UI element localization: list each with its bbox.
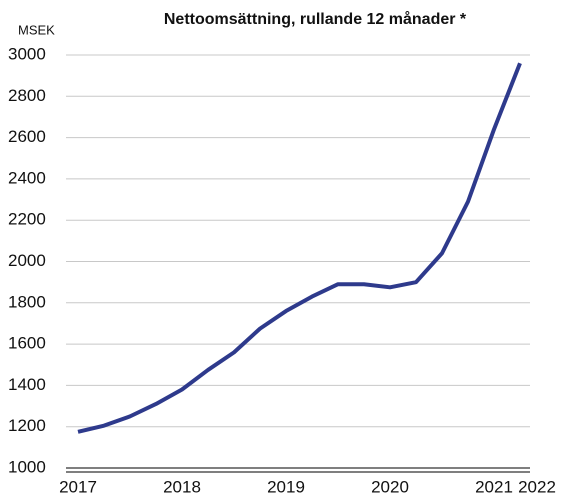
y-tick-label: 2400: [8, 168, 46, 187]
y-tick-label: 2200: [8, 210, 46, 229]
y-axis-label: MSEK: [18, 22, 55, 37]
y-tick-label: 1400: [8, 375, 46, 394]
y-tick-label: 1200: [8, 416, 46, 435]
y-tick-label: 1800: [8, 292, 46, 311]
x-tick-label: 2017: [59, 477, 97, 496]
x-tick-label: 2019: [267, 477, 305, 496]
y-tick-label: 2800: [8, 86, 46, 105]
chart-title: Nettoomsättning, rullande 12 månader *: [164, 10, 467, 28]
y-tick-label: 2600: [8, 127, 46, 146]
x-tick-label: 2021: [475, 477, 513, 496]
x-tick-label: 2022: [518, 477, 556, 496]
y-tick-label: 1000: [8, 457, 46, 476]
x-tick-label: 2018: [163, 477, 201, 496]
x-tick-label: 2020: [371, 477, 409, 496]
y-tick-label: 3000: [8, 44, 46, 63]
data-line: [77, 62, 522, 434]
y-tick-label: 1600: [8, 334, 46, 353]
y-tick-label: 2000: [8, 251, 46, 270]
